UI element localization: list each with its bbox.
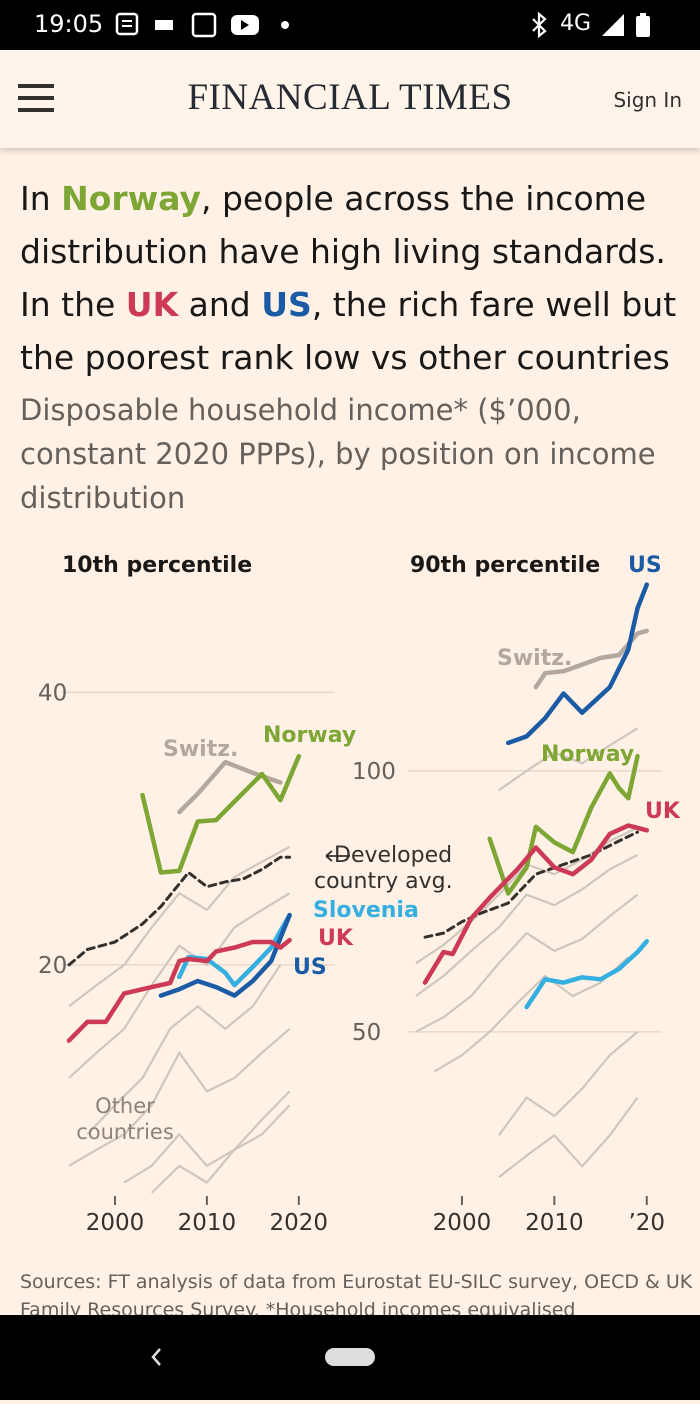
background-line [498, 1096, 639, 1179]
x-tick-label: 2000 [86, 1210, 145, 1236]
background-line [68, 892, 291, 1079]
background-line [123, 1090, 291, 1184]
panel-title: 90th percentile [410, 553, 601, 578]
series-label: Developed country avg. [314, 843, 453, 894]
status-bar: 19:05 4G [0, 0, 700, 50]
signal-battery [602, 13, 650, 37]
background-line [498, 1031, 639, 1136]
background-line [68, 1027, 291, 1167]
series-label: UK [318, 926, 353, 951]
back-button[interactable] [151, 1348, 161, 1366]
x-tick-label: 2010 [525, 1210, 584, 1236]
clock: 19:05 [34, 10, 104, 38]
series-line [422, 823, 650, 985]
x-tick-label: 2010 [178, 1210, 237, 1236]
series-line [533, 628, 650, 690]
navigation-bar [0, 1315, 700, 1400]
series-label: US [628, 553, 662, 578]
headline: In Norway, people across the income distr… [20, 172, 690, 384]
label-arrow [325, 850, 350, 862]
x-tick-label: 2020 [270, 1210, 329, 1236]
y-tick-label: 50 [352, 1020, 381, 1046]
bluetooth-icon [532, 12, 547, 38]
headline-line: In the UK and US, the rich fare well but [20, 278, 690, 331]
series-line [140, 753, 302, 875]
background-line [415, 853, 639, 997]
notification-icons [115, 12, 289, 38]
highlight-word: US [261, 285, 312, 324]
background-line [498, 727, 639, 792]
series-label: Switz. [163, 737, 239, 762]
headline-text: In the [20, 285, 126, 324]
background-line [415, 893, 639, 1033]
annotation: Other countries [76, 1094, 174, 1144]
series-label: Norway [263, 723, 357, 748]
series-label: Slovenia [313, 898, 419, 923]
menu-button[interactable] [18, 84, 54, 114]
headline-text: the poorest rank low vs other countries [20, 338, 670, 377]
headline-line: distribution have high living standards. [20, 225, 690, 278]
charts: 20 40 2000 2010 2020 50 100 2000 2010 ’20 [38, 582, 665, 1236]
headline-text: , the rich fare well but [311, 285, 677, 324]
background-line [68, 845, 291, 1008]
series-label: Norway [541, 742, 635, 767]
y-tick-label: 40 [38, 680, 67, 706]
app-header: FINANCIAL TIMES Sign In [0, 50, 700, 148]
subtitle: Disposable household income* ($’000, con… [20, 393, 656, 515]
background-line [150, 1104, 291, 1194]
x-tick-label: 2000 [433, 1210, 492, 1236]
series-label: US [293, 955, 327, 980]
sign-in-link[interactable]: Sign In [613, 88, 682, 112]
highlight-word: UK [125, 285, 179, 324]
series-line [66, 937, 292, 1043]
series-line [505, 582, 650, 746]
headline-text: distribution have high living standards. [20, 232, 666, 271]
headline-text: and [178, 285, 262, 324]
series-line [524, 939, 650, 1010]
home-button[interactable] [325, 1348, 375, 1366]
series-line [67, 855, 292, 967]
series-line [487, 753, 640, 896]
x-tick-label: ’20 [628, 1210, 665, 1236]
highlight-word: Norway [61, 179, 201, 218]
series-label: Switz. [497, 646, 573, 671]
headline-text: , people across the income [200, 179, 647, 218]
network-type: 4G [560, 11, 592, 36]
headline-line: In Norway, people across the income [20, 172, 690, 225]
y-tick-label: 20 [38, 953, 67, 979]
headline-line: the poorest rank low vs other countries [20, 331, 690, 384]
series-label: UK [645, 799, 680, 824]
series-line [423, 830, 639, 939]
nav-buttons [151, 1348, 375, 1366]
series-line [158, 912, 292, 998]
headline-text: In [20, 179, 62, 218]
panel-title: 10th percentile [62, 553, 253, 578]
background-line [433, 956, 630, 1073]
y-tick-label: 100 [352, 759, 396, 785]
background-line [86, 964, 282, 1136]
brand-logo[interactable]: FINANCIAL TIMES [187, 77, 513, 118]
